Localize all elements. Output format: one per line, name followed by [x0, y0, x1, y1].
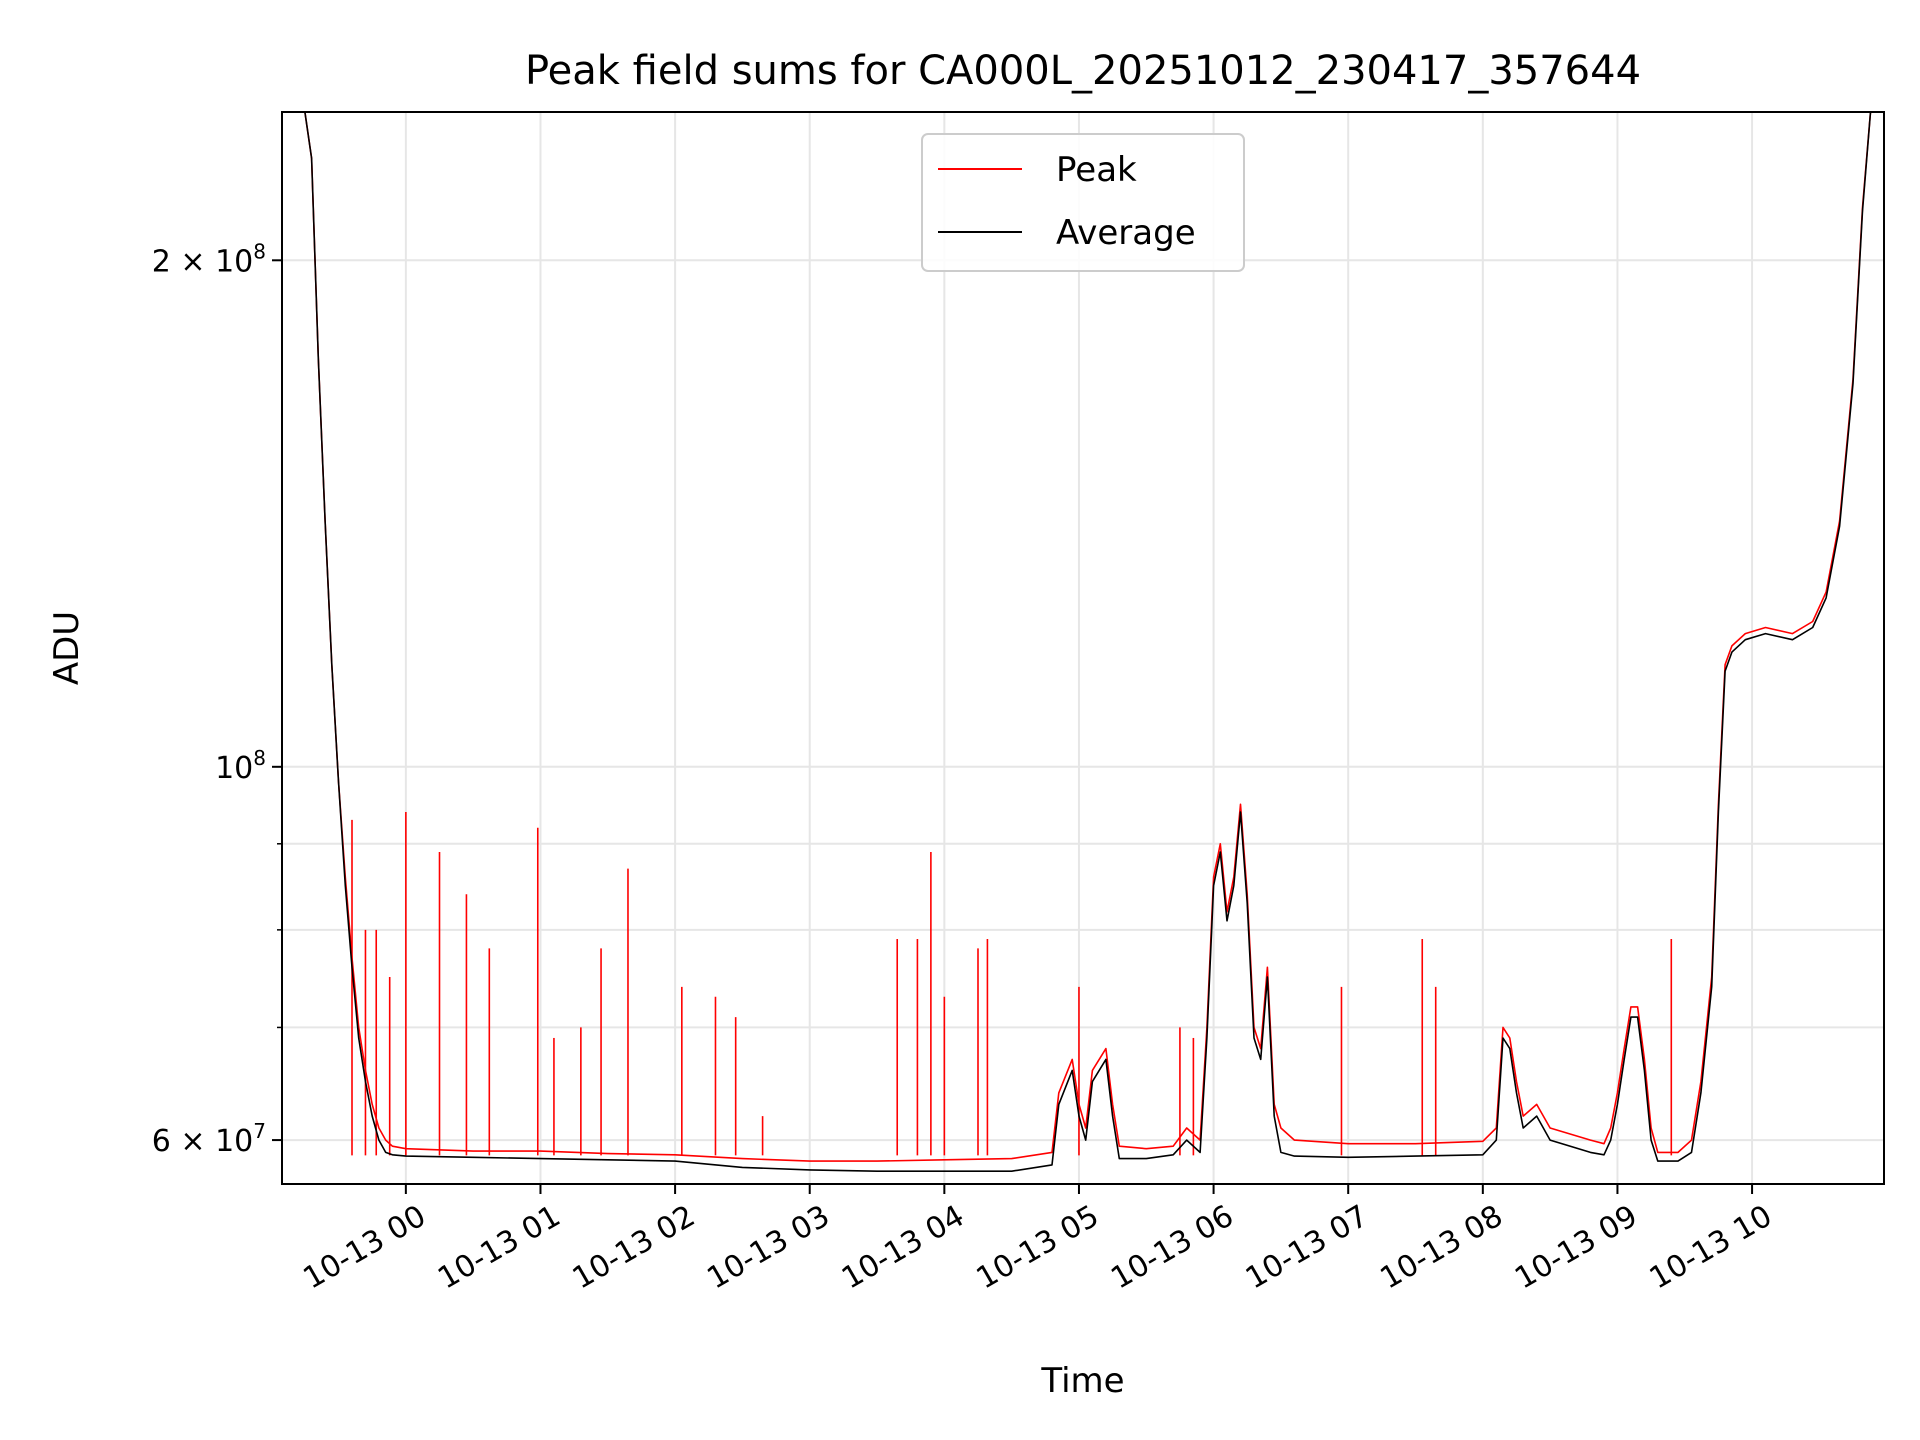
y-tick-label: 6 × 107	[152, 1119, 266, 1159]
series-layer	[282, 112, 1884, 1172]
legend: Peak Average	[921, 133, 1245, 272]
y-tick-label: 2 × 108	[152, 239, 266, 279]
series-line-average	[282, 112, 1884, 1172]
plot-frame	[281, 111, 1885, 1185]
x-axis-label: Time	[1040, 1361, 1124, 1401]
y-axis-label: ADU	[47, 611, 87, 685]
legend-label-average: Average	[1056, 213, 1196, 253]
legend-label-peak: Peak	[1056, 150, 1137, 190]
chart-title: Peak field sums for CA000L_20251012_2304…	[525, 48, 1641, 94]
grid	[282, 112, 1884, 1184]
